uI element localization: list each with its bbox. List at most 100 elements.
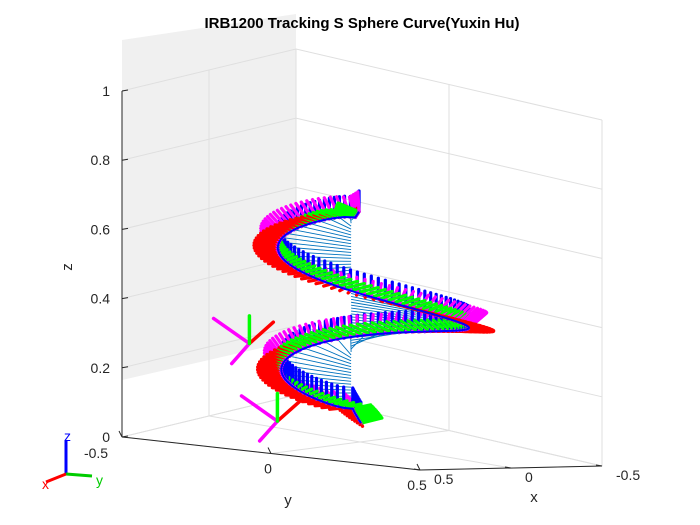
- tool-frame-14-1: [319, 395, 337, 403]
- tool-frame-23-0: [261, 378, 289, 384]
- tool-frame-5-1: [354, 409, 379, 417]
- tool-frame-1-1: [358, 415, 383, 424]
- tool-frame-136-1: [334, 206, 358, 218]
- tool-frame-121-0: [265, 227, 293, 234]
- tool-frame-47-1: [334, 325, 360, 338]
- tool-frame-12-0: [313, 403, 334, 408]
- x-tick-mark-0: [413, 468, 421, 471]
- robot-link-128: [319, 220, 352, 233]
- tool-frame-59-1: [419, 318, 438, 333]
- z-tick-mark-3: [121, 227, 129, 230]
- tool-frame-103-1: [301, 266, 322, 275]
- tool-frame-85-1: [417, 302, 438, 312]
- x-grid-line-1: [208, 70, 512, 469]
- tool-frame-117-0: [254, 236, 283, 242]
- tool-frame-101-1: [311, 271, 334, 279]
- plot-content: [211, 189, 496, 443]
- tool-frame-42-1: [304, 332, 327, 344]
- tool-frame-45-1: [321, 327, 346, 340]
- tool-frame-28-0: [256, 365, 283, 372]
- tool-frame-94-1: [355, 285, 380, 295]
- robot-link-124: [301, 226, 352, 239]
- tool-frame-21-0: [267, 383, 295, 388]
- z-tick-label-1: 0.2: [91, 360, 111, 376]
- tool-frame-92-1: [369, 289, 394, 299]
- tool-frame-139-1: [336, 201, 361, 214]
- tool-frame-102-1: [306, 268, 328, 277]
- robot-link-34: [289, 355, 352, 371]
- tool-frame-61-1: [431, 318, 448, 333]
- z-tick-mark-1: [121, 366, 129, 369]
- tool-frame-138-1: [335, 203, 360, 215]
- tool-frame-105-1: [292, 262, 312, 270]
- tool-frame-109-1: [280, 252, 295, 260]
- tool-frame-46-1: [328, 326, 353, 339]
- tool-frame-133-1: [324, 208, 347, 219]
- tool-frame-103-0: [287, 270, 305, 276]
- tool-frame-53-1: [377, 320, 401, 335]
- tool-frame-98-1: [329, 277, 353, 286]
- base-frame-1-2: [257, 419, 280, 443]
- tool-frame-137-1: [334, 204, 359, 217]
- tool-frame-119-0: [259, 231, 287, 238]
- z-tick-label-5: 1: [102, 83, 110, 99]
- tool-frame-122-0: [269, 225, 296, 232]
- tool-frame-95-1: [348, 283, 373, 293]
- x-tick-mark-1: [504, 466, 512, 469]
- z-axis-label: z: [59, 263, 76, 271]
- tool-frame-99-1: [323, 275, 346, 284]
- tool-frame-38-1: [285, 340, 307, 350]
- x-tick-mark-2: [595, 464, 603, 467]
- robot-link-36: [296, 351, 352, 368]
- tool-frame-86-1: [410, 300, 433, 311]
- robot-link-38: [304, 347, 352, 365]
- robot-link-130: [329, 218, 352, 230]
- tool-frame-87-1: [404, 299, 427, 309]
- tool-frame-43-1: [309, 330, 333, 343]
- tool-frame-96-1: [342, 281, 367, 291]
- chart-title: IRB1200 Tracking S Sphere Curve(Yuxin Hu…: [204, 15, 519, 32]
- tool-frame-56-1: [399, 319, 421, 334]
- tool-frame-107-0: [266, 261, 290, 266]
- tool-frame-104-0: [281, 268, 301, 274]
- gizmo-y-axis: [65, 472, 93, 478]
- tool-frame-114-0: [252, 243, 280, 248]
- tool-frame-135-1: [333, 208, 357, 220]
- tool-frame-7-0: [343, 410, 357, 416]
- y-tick-mark-2: [416, 463, 421, 471]
- tool-frame-113-0: [252, 246, 280, 251]
- tool-frame-106-0: [271, 263, 293, 268]
- axes-orientation-gizmo: z y x: [42, 428, 103, 492]
- tool-frame-57-1: [406, 319, 427, 334]
- y-tick-label-1: 0: [264, 461, 272, 477]
- tool-frame-11-1: [335, 400, 356, 409]
- tool-frame-40-1: [294, 336, 316, 347]
- tracked-curve: [276, 211, 470, 424]
- robot-link-48: [350, 334, 365, 350]
- tool-frame-108-0: [263, 258, 287, 263]
- tool-frame-58-1: [413, 318, 433, 334]
- tool-frame-107-1: [286, 257, 303, 265]
- gizmo-x-axis: [45, 472, 67, 484]
- tool-frame-6-1: [353, 407, 377, 416]
- tool-frame-3-1: [356, 412, 381, 420]
- z-tick-mark-2: [121, 297, 129, 300]
- z-tick-mark-5: [121, 89, 129, 92]
- floor-pane: [122, 395, 602, 470]
- z-tick-mark-0: [121, 435, 129, 438]
- tool-frame-134-1: [329, 208, 352, 219]
- robot-link-32: [284, 360, 352, 373]
- tool-frame-51-1: [363, 321, 387, 335]
- tool-frame-13-0: [307, 401, 329, 406]
- gizmo-y-label: y: [96, 472, 103, 488]
- tool-frame-25-0: [257, 373, 286, 379]
- tool-frame-62-1: [437, 318, 453, 333]
- tool-frame-97-1: [335, 279, 360, 288]
- tool-frame-102-0: [293, 273, 310, 279]
- robot-link-126: [310, 223, 352, 236]
- z-tick-label-0: 0: [102, 429, 110, 445]
- y-tick-mark-1: [267, 447, 272, 454]
- tool-frame-89-1: [390, 295, 414, 305]
- base-frame-1-1: [275, 398, 304, 423]
